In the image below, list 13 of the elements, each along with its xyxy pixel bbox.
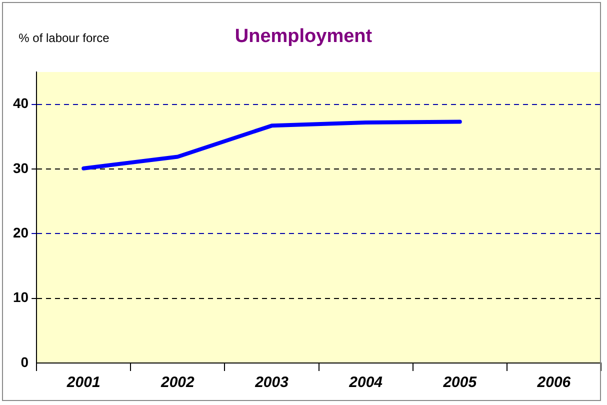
x-tick-label: 2001 <box>66 374 100 392</box>
y-tick-label: 40 <box>12 95 29 112</box>
y-tick-label: 30 <box>12 160 29 176</box>
chart-title: Unemployment <box>234 26 372 47</box>
x-tick-label: 2005 <box>442 374 478 392</box>
y-tick-label: 20 <box>12 224 29 241</box>
y-tick-label: 0 <box>20 354 29 370</box>
x-tick-label: 2002 <box>160 374 196 392</box>
x-tick-label: 2006 <box>536 374 572 392</box>
x-tick-label: 2003 <box>254 374 290 392</box>
x-tick-label: 2004 <box>348 374 384 392</box>
y-axis-title: % of labour force <box>18 30 110 47</box>
y-tick-label: 10 <box>12 289 29 306</box>
